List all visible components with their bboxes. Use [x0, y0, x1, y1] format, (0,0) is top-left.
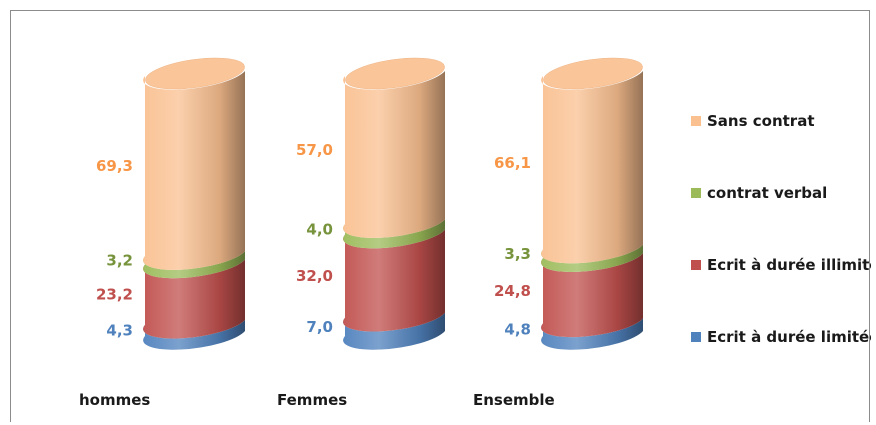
bar-ensemble — [541, 57, 643, 350]
value-label-ensemble-contrat-verbal: 3,3 — [504, 245, 531, 263]
legend-swatch-ecrit-a-duree-illimitee — [691, 260, 701, 270]
bar-top-cap-femmes — [345, 57, 445, 90]
value-label-ensemble-ecrit-a-duree-limitee: 4,8 — [504, 321, 531, 339]
bar-top-cap-hommes — [145, 57, 245, 90]
legend-item-ecrit-a-duree-limitee: Ecrit à durée limitée — [691, 328, 871, 346]
bar-segment-ensemble-ecrit-a-duree-limitee — [541, 318, 643, 350]
category-label-femmes: Femmes — [277, 391, 347, 409]
bar-femmes — [343, 57, 445, 350]
bar-top-cap-ensemble — [543, 57, 643, 90]
value-label-ensemble-ecrit-a-duree-illimitee: 24,8 — [494, 282, 531, 300]
legend-label-contrat-verbal: contrat verbal — [707, 184, 827, 202]
bar-segment-ensemble-contrat-verbal — [541, 244, 643, 272]
bar-hommes — [143, 57, 245, 350]
value-label-femmes-ecrit-a-duree-illimitee: 32,0 — [296, 267, 333, 285]
value-label-femmes-ecrit-a-duree-limitee: 7,0 — [306, 318, 333, 336]
value-label-hommes-ecrit-a-duree-limitee: 4,3 — [106, 321, 133, 339]
legend-item-ecrit-a-duree-illimitee: Ecrit à durée illimitée — [691, 256, 871, 274]
category-label-ensemble: Ensemble — [473, 391, 555, 409]
bar-segment-hommes-ecrit-a-duree-limitee — [143, 319, 245, 350]
bar-segment-femmes-sans-contrat — [343, 71, 445, 238]
value-label-hommes-sans-contrat: 69,3 — [96, 157, 133, 175]
bar-segment-hommes-contrat-verbal — [143, 251, 245, 279]
bar-segment-hommes-sans-contrat — [143, 71, 245, 270]
bar-segment-ensemble-ecrit-a-duree-illimitee — [541, 253, 643, 338]
value-label-ensemble-sans-contrat: 66,1 — [494, 154, 531, 172]
legend-swatch-sans-contrat — [691, 116, 701, 126]
legend-swatch-contrat-verbal — [691, 188, 701, 198]
bar-segment-hommes-ecrit-a-duree-illimitee — [143, 259, 245, 339]
legend-item-sans-contrat: Sans contrat — [691, 112, 815, 130]
value-label-femmes-sans-contrat: 57,0 — [296, 141, 333, 159]
value-label-femmes-contrat-verbal: 4,0 — [306, 220, 333, 238]
bar-segment-femmes-contrat-verbal — [343, 219, 445, 249]
chart-area: 4,3 23,2 3,2 69,3 7,0 32,0 4,0 57,0 4,8 24,8 3,3 66… — [79, 57, 871, 409]
legend-label-ecrit-a-duree-illimitee: Ecrit à durée illimitée — [707, 256, 871, 274]
bars-layer — [143, 57, 643, 350]
legend-label-sans-contrat: Sans contrat — [707, 112, 815, 130]
legend: Sans contrat contrat verbal Ecrit à durée … — [691, 112, 871, 346]
value-labels-layer: 4,3 23,2 3,2 69,3 7,0 32,0 4,0 57,0 4,8 24,8 3,3 66… — [96, 141, 531, 339]
chart-frame: 4,3 23,2 3,2 69,3 7,0 32,0 4,0 57,0 4,8 24,8 3,3 66… — [10, 10, 871, 422]
value-label-hommes-ecrit-a-duree-illimitee: 23,2 — [96, 286, 133, 304]
category-label-hommes: hommes — [79, 391, 150, 409]
legend-swatch-ecrit-a-duree-limitee — [691, 332, 701, 342]
bar-segment-femmes-ecrit-a-duree-illimitee — [343, 229, 445, 332]
category-labels-layer: hommes Femmes Ensemble — [79, 391, 555, 409]
value-label-hommes-contrat-verbal: 3,2 — [106, 251, 133, 269]
legend-item-contrat-verbal: contrat verbal — [691, 184, 827, 202]
bar-segment-ensemble-sans-contrat — [541, 71, 643, 264]
bar-segment-femmes-ecrit-a-duree-limitee — [343, 312, 445, 350]
legend-label-ecrit-a-duree-limitee: Ecrit à durée limitée — [707, 328, 871, 346]
